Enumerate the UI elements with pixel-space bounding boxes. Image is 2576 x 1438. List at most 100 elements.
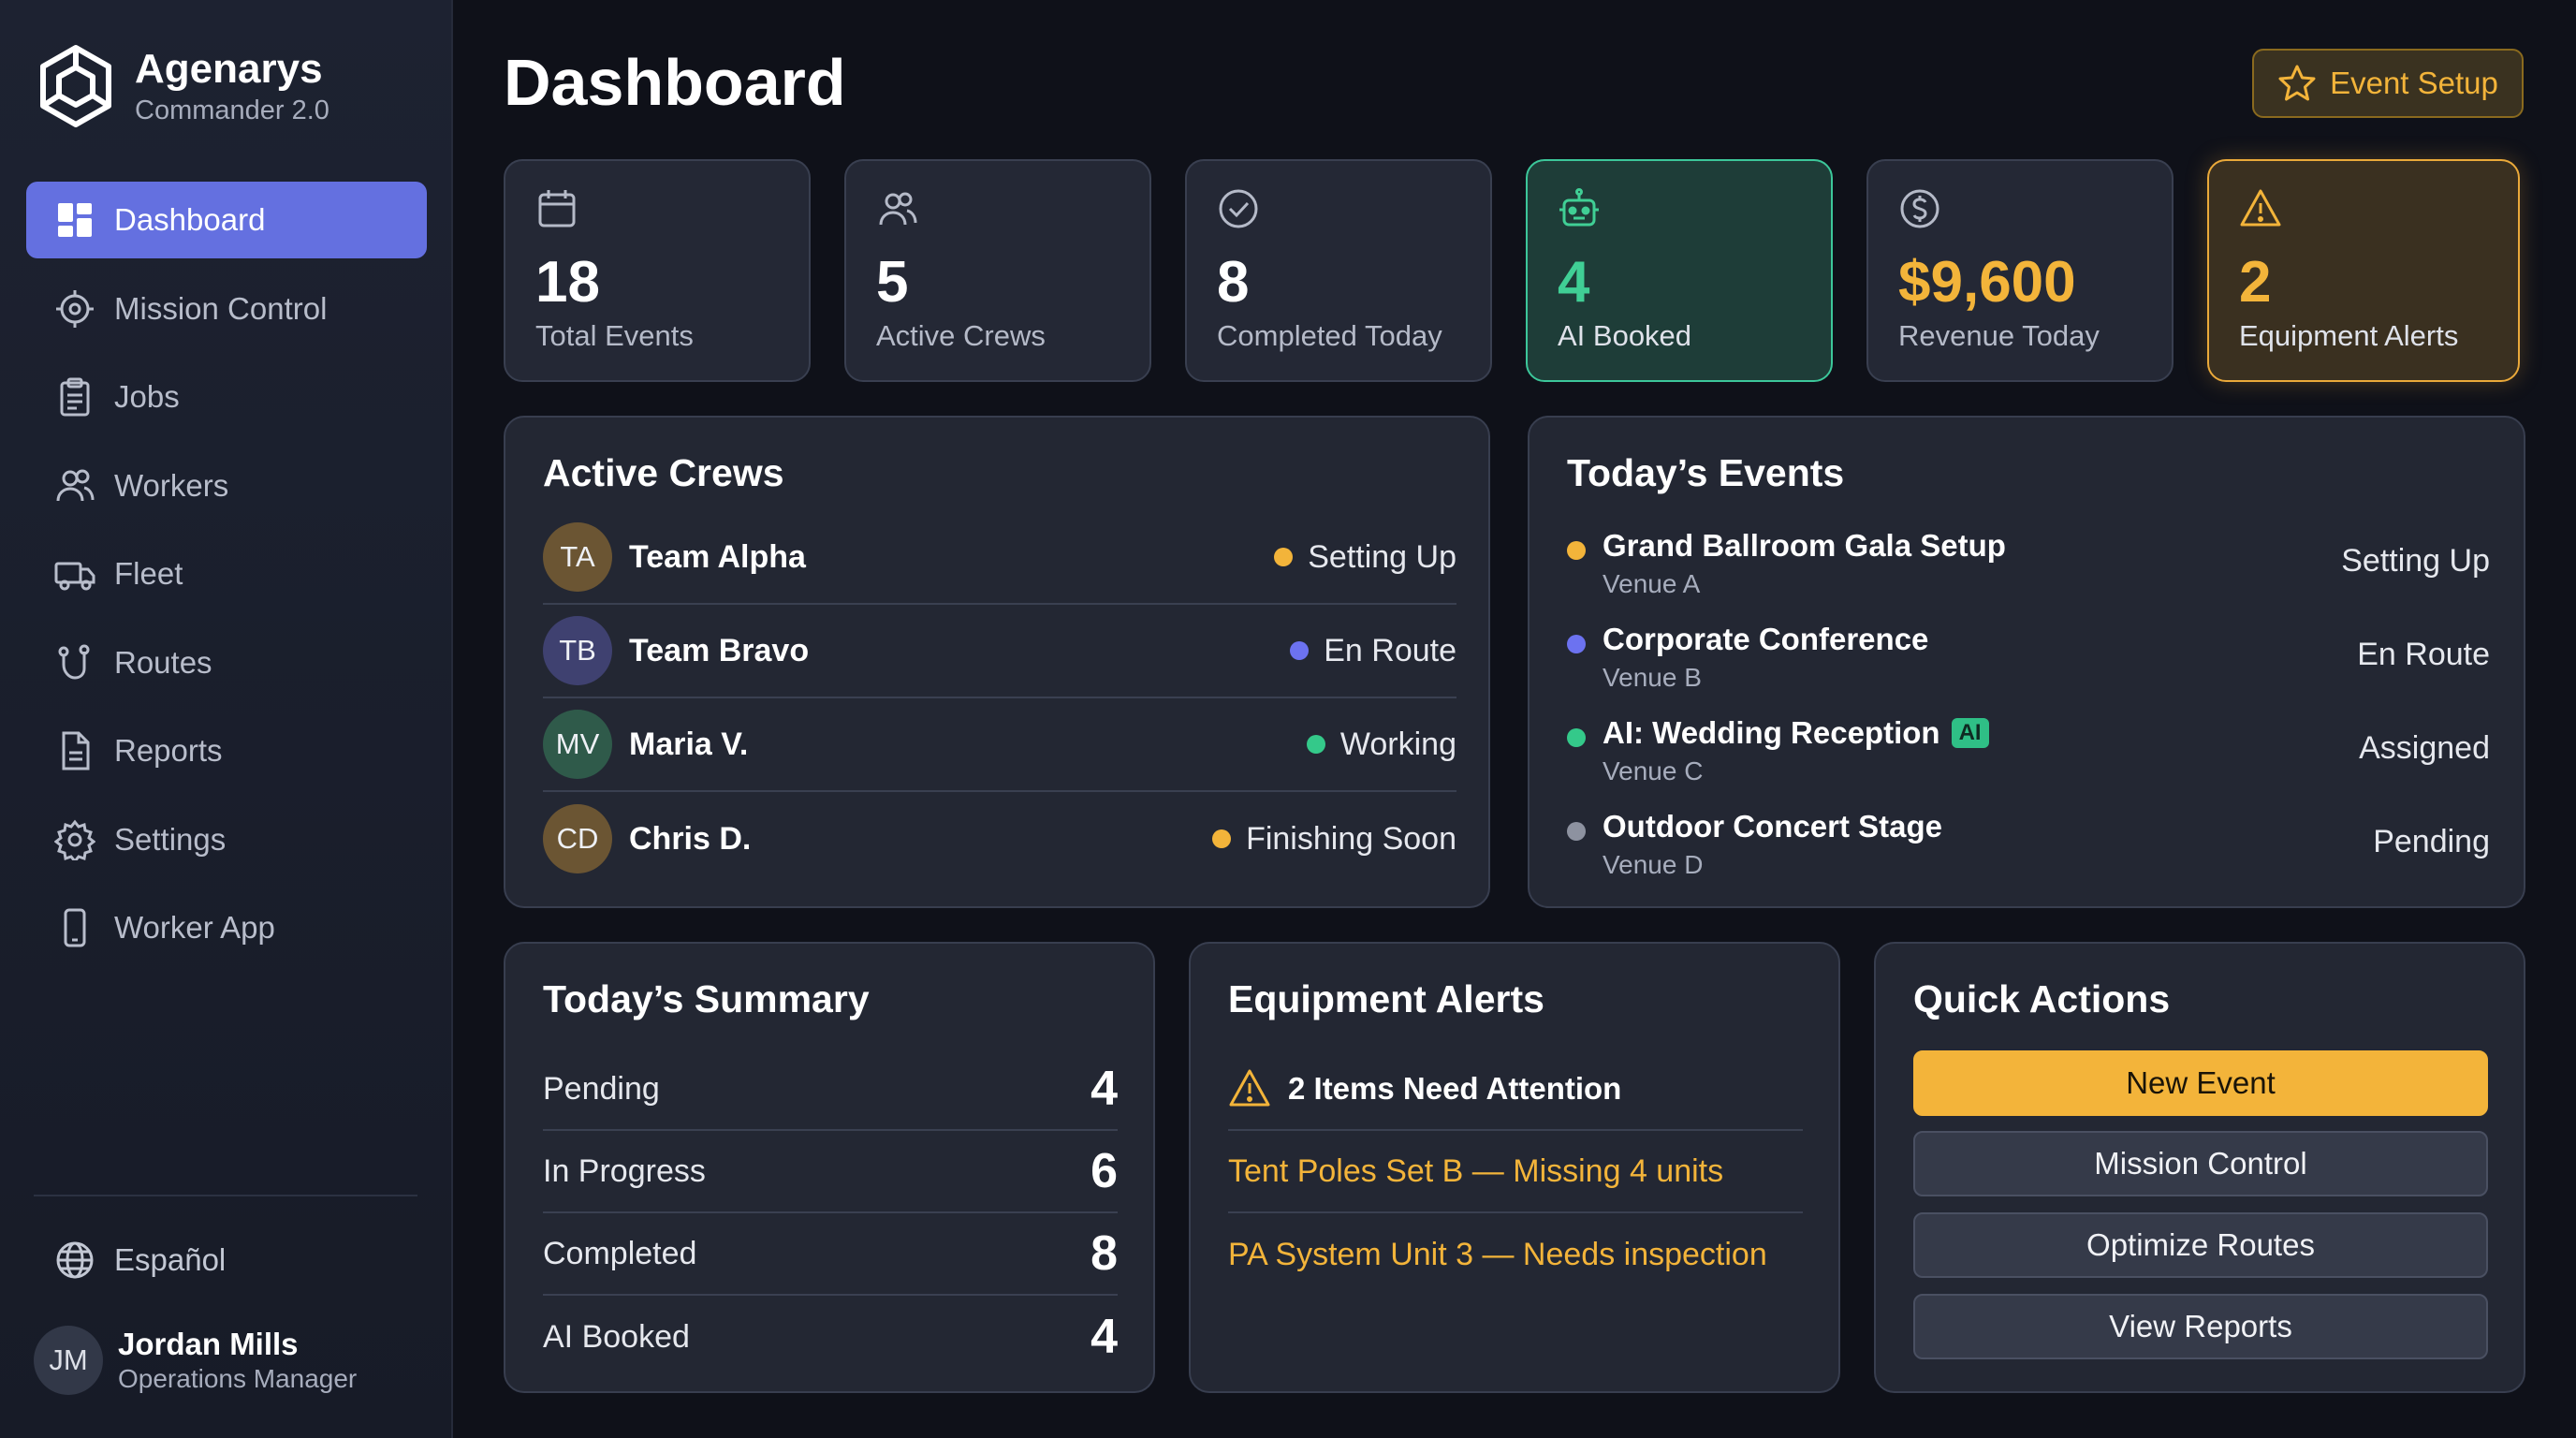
user-name: Jordan Mills [118, 1327, 299, 1361]
avatar: JM [34, 1326, 103, 1395]
todays-summary-title: Today’s Summary [543, 977, 870, 1020]
sidebar-item-dashboard[interactable]: Dashboard [26, 182, 427, 258]
users-icon [876, 187, 1149, 235]
avatar: TB [543, 616, 612, 685]
stat-card-ai-booked[interactable]: 4 AI Booked [1526, 159, 1833, 382]
status-badge: En Route [1290, 633, 1456, 669]
event-venue: Venue D [1603, 850, 1704, 879]
sidebar-item-label: Settings [114, 821, 227, 857]
todays-events-panel: Today’s Events Grand Ballroom Gala Setup… [1528, 416, 2525, 908]
event-status: En Route [2357, 637, 2490, 672]
route-icon [54, 642, 95, 683]
stat-value: $9,600 [1898, 250, 2076, 315]
sidebar-item-label: Fleet [114, 556, 183, 591]
star-icon [2278, 65, 2316, 101]
crew-name: Maria V. [629, 726, 749, 762]
sidebar-item-label: Routes [114, 644, 212, 680]
view-reports-button[interactable]: View Reports [1913, 1294, 2488, 1359]
crew-row-team-alpha[interactable]: TA Team Alpha Setting Up [543, 511, 1456, 605]
equipment-alerts-heading-text: 2 Items Need Attention [1288, 1071, 1622, 1106]
stat-value: 2 [2239, 250, 2272, 315]
equipment-alert-item[interactable]: PA System Unit 3 — Needs inspection [1228, 1236, 1767, 1272]
calendar-icon [535, 187, 809, 235]
check-circle-icon [1217, 187, 1490, 235]
sidebar-item-worker-app[interactable]: Worker App [26, 889, 427, 966]
event-name-text: Grand Ballroom Gala Setup [1603, 528, 2006, 563]
crew-name: Team Bravo [629, 632, 810, 668]
event-status: Pending [2373, 824, 2490, 859]
sidebar-item-routes[interactable]: Routes [26, 624, 427, 701]
status-dot [1274, 548, 1294, 566]
equipment-alert-item[interactable]: Tent Poles Set B — Missing 4 units [1228, 1131, 1803, 1213]
brand-name: Agenarys [135, 46, 323, 92]
sidebar-item-workers[interactable]: Workers [26, 448, 427, 524]
equipment-alerts-heading: 2 Items Need Attention [1228, 1049, 1803, 1131]
stat-card-revenue-today[interactable]: $9,600 Revenue Today [1866, 159, 2174, 382]
crew-status-label: Setting Up [1308, 538, 1456, 575]
new-event-button[interactable]: New Event [1913, 1050, 2488, 1116]
stats-row: 18 Total Events 5 Active Crews 8 Complet… [504, 159, 2520, 382]
sidebar-item-label: Jobs [114, 379, 180, 414]
avatar: CD [543, 804, 612, 873]
status-badge: Working [1306, 726, 1456, 763]
summary-value: 4 [1090, 1062, 1118, 1116]
crew-row-chris-d[interactable]: CD Chris D. Finishing Soon [543, 792, 1456, 886]
page-title: Dashboard [504, 46, 846, 119]
sidebar-item-label: Workers [114, 467, 229, 503]
main-content: Dashboard Event Setup 18 Total Events 5 … [453, 0, 2576, 1438]
event-name-text: Corporate Conference [1603, 622, 1929, 656]
stat-card-active-crews[interactable]: 5 Active Crews [844, 159, 1151, 382]
stat-card-total-events[interactable]: 18 Total Events [504, 159, 811, 382]
brand-logo-icon [40, 45, 111, 127]
status-dot [1306, 735, 1325, 754]
warning-icon [2239, 187, 2518, 235]
users-icon [54, 465, 95, 506]
language-selector[interactable]: Español [26, 1223, 427, 1298]
sidebar-item-reports[interactable]: Reports [26, 712, 427, 789]
dashboard-icon [54, 199, 95, 241]
event-row[interactable]: AI: Wedding Reception AI Venue C Assigne… [1567, 710, 2490, 803]
event-name: Corporate Conference [1603, 622, 1928, 657]
event-name: Outdoor Concert Stage [1603, 809, 1942, 844]
equipment-alerts-panel: Equipment Alerts 2 Items Need Attention … [1189, 942, 1840, 1393]
sidebar-nav: Dashboard Mission Control Jobs Workers [26, 182, 427, 978]
stat-label: AI Booked [1558, 319, 1692, 352]
stat-card-equipment-alerts[interactable]: 2 Equipment Alerts [2207, 159, 2520, 382]
clipboard-icon [54, 376, 95, 418]
sidebar-item-label: Dashboard [114, 202, 266, 237]
status-dot [1567, 728, 1586, 747]
summary-label: Pending [543, 1070, 660, 1107]
stat-label: Completed Today [1217, 319, 1442, 352]
active-crews-panel: Active Crews TA Team Alpha Setting Up TB… [504, 416, 1490, 908]
dollar-icon [1898, 187, 2172, 235]
language-label: Español [114, 1242, 227, 1277]
event-venue: Venue C [1603, 756, 1704, 785]
event-setup-label: Event Setup [2330, 66, 2498, 100]
robot-icon [1558, 187, 1831, 235]
mission-control-button[interactable]: Mission Control [1913, 1131, 2488, 1196]
brand-version: Commander 2.0 [135, 95, 329, 125]
sidebar-item-fleet[interactable]: Fleet [26, 536, 427, 612]
summary-row: Completed 8 [543, 1213, 1118, 1296]
sidebar-item-settings[interactable]: Settings [26, 801, 427, 878]
event-venue: Venue A [1603, 569, 1701, 598]
event-row[interactable]: Corporate Conference Venue B En Route [1567, 616, 2490, 710]
event-status: Assigned [2359, 730, 2490, 766]
crew-row-team-bravo[interactable]: TB Team Bravo En Route [543, 605, 1456, 698]
event-setup-button[interactable]: Event Setup [2252, 49, 2524, 118]
sidebar-item-mission-control[interactable]: Mission Control [26, 271, 427, 347]
status-dot [1567, 635, 1586, 653]
optimize-routes-button[interactable]: Optimize Routes [1913, 1212, 2488, 1278]
summary-label: Completed [543, 1235, 697, 1271]
summary-value: 4 [1090, 1310, 1118, 1364]
event-row[interactable]: Grand Ballroom Gala Setup Venue A Settin… [1567, 522, 2490, 616]
stat-card-completed-today[interactable]: 8 Completed Today [1185, 159, 1492, 382]
event-row[interactable]: Outdoor Concert Stage Venue D Pending [1567, 803, 2490, 897]
sidebar-item-jobs[interactable]: Jobs [26, 359, 427, 435]
gear-icon [54, 819, 95, 860]
truck-icon [54, 553, 95, 594]
summary-row: AI Booked 4 [543, 1296, 1118, 1378]
user-profile[interactable]: JM Jordan Mills Operations Manager [34, 1326, 357, 1395]
crew-row-maria-v[interactable]: MV Maria V. Working [543, 698, 1456, 792]
